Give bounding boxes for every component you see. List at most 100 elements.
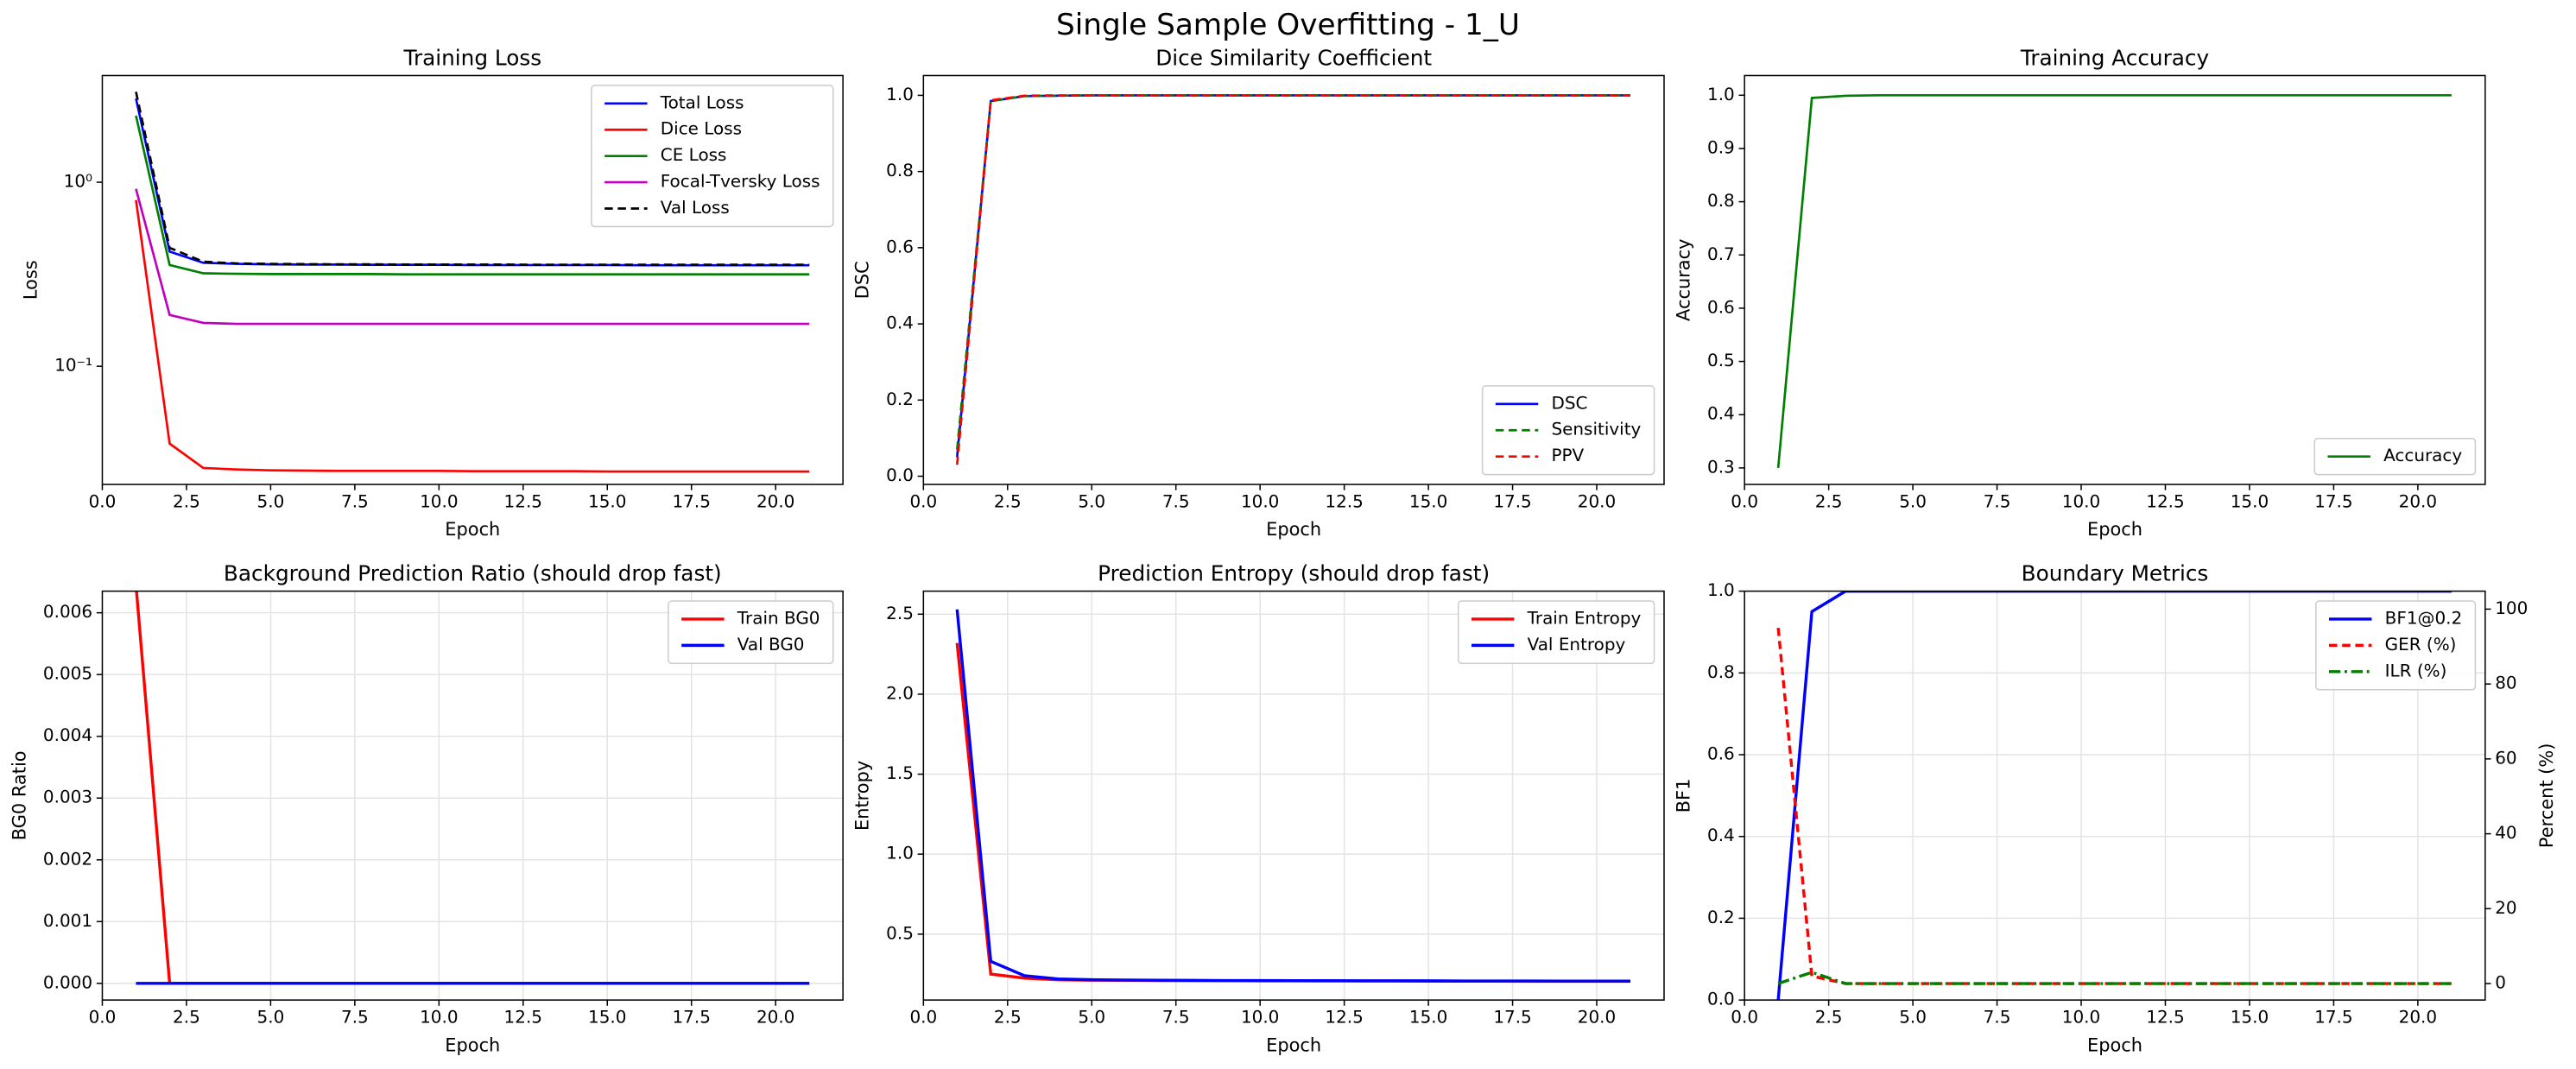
y-axis-label: Loss (21, 260, 41, 300)
x-tick-label: 10.0 (1241, 490, 1279, 511)
x-tick-label: 10.0 (420, 490, 458, 511)
y2-tick-label: 0 (2495, 972, 2506, 993)
legend-label: Total Loss (660, 92, 744, 112)
legend-label: Accuracy (2383, 445, 2462, 465)
x-tick-label: 20.0 (1578, 490, 1616, 511)
x-tick-label: 12.5 (504, 1007, 542, 1028)
x-tick-label: 15.0 (2231, 490, 2269, 511)
x-tick-label: 20.0 (1578, 1007, 1616, 1028)
y-axis-label: DSC (852, 261, 873, 299)
y-tick-label: 0.9 (1707, 136, 1735, 157)
x-axis-label: Epoch (2087, 519, 2142, 540)
x-tick-label: 12.5 (1325, 1007, 1363, 1028)
x-tick-label: 15.0 (1409, 490, 1447, 511)
y-tick-label: 0.000 (43, 971, 92, 992)
x-tick-label: 5.0 (1899, 1007, 1927, 1028)
x-tick-label: 2.5 (173, 490, 200, 511)
legend-label: Val Entropy (1528, 634, 1626, 655)
y2-axis-label: Percent (%) (2536, 743, 2557, 848)
subplot-title: Boundary Metrics (2022, 561, 2209, 586)
axes-frame (922, 74, 1665, 485)
series-line (135, 199, 810, 473)
x-tick-label: 10.0 (420, 1007, 458, 1028)
legend: Accuracy (2313, 437, 2477, 476)
y-tick-label: 0.3 (1707, 456, 1735, 477)
x-tick-label: 0.0 (89, 490, 117, 511)
legend-label: DSC (1551, 392, 1587, 413)
x-tick-label: 5.0 (257, 1007, 285, 1028)
x-tick-label: 2.5 (994, 490, 1022, 511)
y-tick-label: 0.0 (1707, 989, 1735, 1009)
x-tick-label: 0.0 (89, 1007, 117, 1028)
y-tick-label: 0.0 (886, 465, 914, 485)
y-tick-label: 10⁰ (64, 171, 92, 192)
legend-label: Val BG0 (737, 634, 805, 655)
x-tick-label: 12.5 (2146, 1007, 2184, 1028)
x-tick-label: 7.5 (1984, 490, 2011, 511)
x-tick-label: 17.5 (1493, 1007, 1531, 1028)
subplot-title: Dice Similarity Coefficient (1155, 45, 1432, 70)
legend-box (1457, 600, 1655, 665)
x-tick-label: 15.0 (588, 1007, 626, 1028)
x-tick-label: 7.5 (1162, 490, 1190, 511)
legend-label: PPV (1551, 445, 1584, 465)
x-tick-label: 12.5 (1325, 490, 1363, 511)
y-tick-label: 0.006 (43, 601, 92, 622)
x-tick-label: 10.0 (2062, 490, 2100, 511)
x-tick-label: 10.0 (2062, 1007, 2100, 1028)
legend-label: Focal-Tversky Loss (661, 171, 820, 192)
subplot: 0.0 2.5 5.0 7.5 10.0 12.5 15.0 17.5 20.0 0.5 1.0 1.… (852, 561, 1665, 1055)
y-tick-label: 0.003 (43, 787, 92, 807)
x-tick-label: 2.5 (173, 1007, 200, 1028)
series-line (955, 94, 1631, 465)
legend-box (1481, 385, 1655, 476)
x-tick-label: 5.0 (1078, 490, 1105, 511)
y-axis-label: Entropy (852, 761, 873, 831)
figure-title: Single Sample Overfitting - 1_U (1056, 8, 1520, 42)
y-tick-label: 0.4 (1707, 403, 1735, 424)
x-tick-label: 10.0 (1241, 1007, 1279, 1028)
x-tick-label: 7.5 (1162, 1007, 1190, 1028)
y2-tick-label: 100 (2495, 598, 2528, 618)
x-tick-label: 5.0 (257, 490, 285, 511)
x-axis-label: Epoch (1266, 1034, 1321, 1055)
y-tick-label: 0.5 (886, 922, 914, 943)
legend: Total Loss Dice Loss CE Loss Focal-Tversky … (591, 85, 834, 228)
x-tick-label: 12.5 (504, 490, 542, 511)
legend-box (591, 85, 834, 228)
legend: Train Entropy Val Entropy (1457, 600, 1655, 665)
x-tick-label: 5.0 (1078, 1007, 1105, 1028)
x-tick-label: 7.5 (341, 1007, 369, 1028)
series-line (135, 92, 810, 266)
x-tick-label: 5.0 (1899, 490, 1927, 511)
legend-label: GER (%) (2385, 634, 2457, 655)
y-tick-label: 2.5 (886, 603, 914, 623)
y-tick-label: 1.0 (1707, 579, 1735, 600)
y-axis-label: BG0 Ratio (9, 750, 29, 840)
x-tick-label: 17.5 (672, 490, 710, 511)
x-tick-label: 7.5 (341, 490, 369, 511)
series-line (135, 188, 810, 326)
subplot-title: Background Prediction Ratio (should drop… (224, 561, 722, 586)
y-tick-label: 0.5 (1707, 350, 1735, 370)
y2-tick-label: 40 (2495, 822, 2516, 843)
x-tick-label: 0.0 (1731, 490, 1758, 511)
x-axis-label: Epoch (1266, 519, 1321, 540)
series-line (1776, 93, 2452, 469)
y-tick-label: 0.6 (886, 236, 914, 256)
axes-frame (101, 590, 844, 1001)
y-tick-label: 0.8 (1707, 661, 1735, 682)
x-tick-label: 15.0 (588, 490, 626, 511)
legend: DSC Sensitivity PPV (1481, 385, 1655, 476)
x-tick-label: 7.5 (1984, 1007, 2011, 1028)
y-tick-label: 0.8 (1707, 190, 1735, 211)
y-tick-label: 1.0 (886, 843, 914, 863)
x-tick-label: 17.5 (1493, 490, 1531, 511)
legend-label: ILR (%) (2385, 660, 2447, 680)
y-tick-label: 0.004 (43, 724, 92, 745)
y-tick-label: 0.2 (1707, 907, 1735, 927)
x-tick-label: 17.5 (2314, 490, 2352, 511)
series-line (955, 609, 1631, 983)
